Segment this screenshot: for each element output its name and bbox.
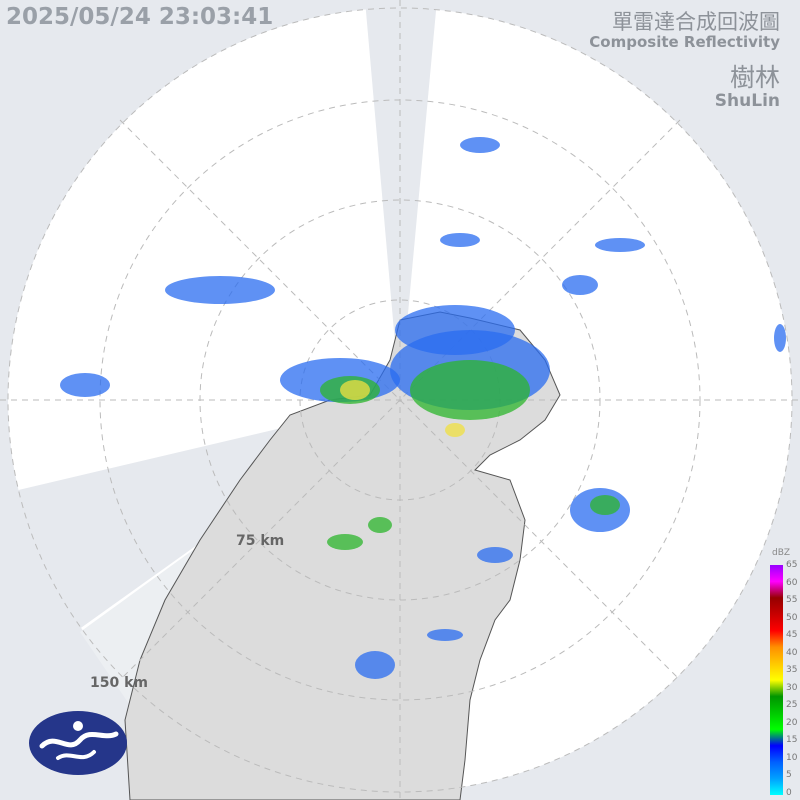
legend-tick: 45 [786, 630, 798, 640]
legend-tick: 20 [786, 717, 798, 728]
legend-tick: 30 [786, 682, 798, 693]
radar-echo [774, 324, 786, 352]
radar-echo [440, 233, 480, 247]
radar-echo [427, 629, 463, 641]
legend-tick: 55 [786, 595, 798, 605]
station-name-zh: 樹林 [729, 63, 780, 92]
radar-echo [460, 137, 500, 153]
range-label-150: 150 km [90, 675, 148, 691]
timestamp: 2025/05/24 23:03:41 [6, 4, 274, 30]
legend-unit: dBZ [772, 548, 791, 558]
radar-echo [340, 380, 370, 400]
radar-echo [355, 651, 395, 679]
radar-echo [410, 360, 530, 420]
radar-echo [60, 373, 110, 397]
radar-echo [368, 517, 392, 533]
radar-echo [327, 534, 363, 550]
radar-echo [562, 275, 598, 295]
product-title-en: Composite Reflectivity [589, 33, 780, 51]
station-name-en: ShuLin [714, 91, 780, 111]
dbz-legend: dBZ 65 60 55 50 45 40 35 30 25 20 15 10 5 0 [766, 548, 800, 800]
legend-tick: 65 [786, 560, 798, 570]
legend-color-bar [770, 565, 783, 795]
legend-tick: 35 [786, 665, 798, 675]
radar-echo [165, 276, 275, 304]
radar-echo [590, 495, 620, 515]
product-title-zh: 單雷達合成回波圖 [612, 10, 780, 34]
range-label-75: 75 km [236, 533, 285, 549]
radar-echo [395, 305, 515, 355]
legend-tick: 15 [786, 735, 798, 745]
radar-echo [477, 547, 513, 563]
legend-tick: 60 [786, 577, 798, 588]
legend-tick: 0 [786, 787, 792, 798]
cwa-logo [29, 711, 127, 775]
legend-tick: 25 [786, 700, 798, 710]
radar-echo [595, 238, 645, 252]
legend-tick: 40 [786, 647, 798, 658]
legend-tick: 50 [786, 612, 798, 623]
legend-tick: 10 [786, 752, 798, 763]
legend-tick: 5 [786, 770, 792, 780]
radar-echo [445, 423, 465, 437]
blocked-sector-north [365, 0, 437, 400]
